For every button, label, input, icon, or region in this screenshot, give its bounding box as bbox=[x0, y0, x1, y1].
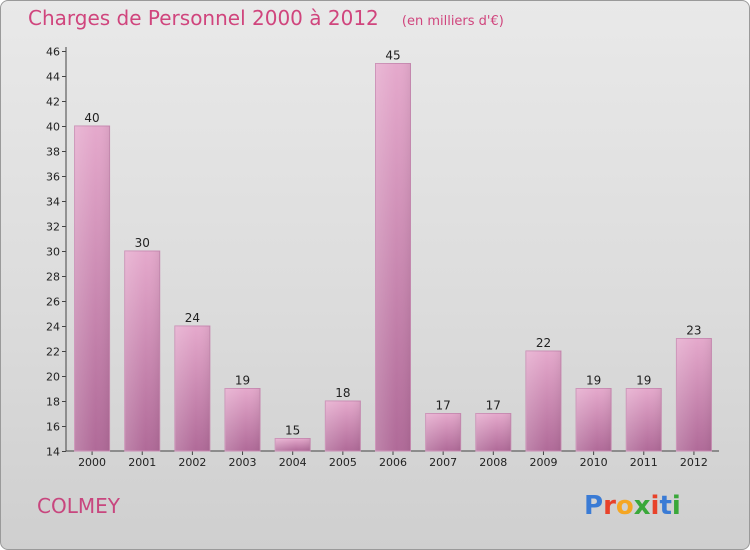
bar-shine bbox=[525, 351, 561, 451]
y-tick-label: 46 bbox=[46, 46, 60, 59]
value-label: 24 bbox=[185, 311, 200, 325]
x-tick-label: 2011 bbox=[630, 456, 658, 469]
bar-shine bbox=[325, 401, 361, 451]
bar-shine bbox=[275, 438, 311, 451]
x-tick-label: 2001 bbox=[128, 456, 156, 469]
x-tick-label: 2007 bbox=[429, 456, 457, 469]
y-tick-label: 22 bbox=[46, 346, 60, 359]
y-tick-label: 38 bbox=[46, 146, 60, 159]
x-tick-label: 2000 bbox=[78, 456, 106, 469]
value-label: 23 bbox=[686, 324, 701, 338]
logo-letter: i bbox=[671, 491, 681, 521]
y-tick-label: 30 bbox=[46, 246, 60, 259]
x-tick-label: 2006 bbox=[379, 456, 407, 469]
bar-shine bbox=[576, 388, 612, 451]
chart-title: Charges de Personnel 2000 à 2012 bbox=[28, 6, 379, 30]
value-labels: 40 30 24 19 15 18 45 17 17 22 19 19 23 bbox=[84, 49, 701, 438]
y-tick-label: 16 bbox=[46, 421, 60, 434]
value-label: 45 bbox=[385, 49, 400, 63]
chart-unit: (en milliers d'€) bbox=[401, 14, 504, 29]
value-label: 18 bbox=[335, 386, 350, 400]
y-tick-label: 42 bbox=[46, 96, 60, 109]
proxiti-logo: Proxiti bbox=[584, 491, 681, 521]
x-tick-label: 2008 bbox=[479, 456, 507, 469]
bar-shine bbox=[676, 338, 712, 451]
value-label: 30 bbox=[135, 236, 150, 250]
bars bbox=[74, 63, 712, 452]
x-tick-label: 2003 bbox=[229, 456, 257, 469]
y-tick-label: 28 bbox=[46, 271, 60, 284]
x-tick-label: 2004 bbox=[279, 456, 307, 469]
value-label: 17 bbox=[486, 399, 501, 413]
logo-letter: o bbox=[615, 491, 634, 521]
logo-letter: i bbox=[650, 491, 660, 521]
value-label: 17 bbox=[436, 399, 451, 413]
value-label: 40 bbox=[84, 111, 99, 125]
logo-letter: x bbox=[633, 491, 651, 521]
logo-letter: t bbox=[659, 491, 672, 521]
axes: 14 16 18 20 22 24 26 28 30 32 34 36 38 40 42 44 46 2000 20… bbox=[46, 46, 719, 469]
bar-shine bbox=[425, 413, 461, 451]
x-tick-label: 2010 bbox=[580, 456, 608, 469]
value-label: 19 bbox=[636, 374, 651, 388]
logo-letter: r bbox=[603, 491, 616, 521]
y-tick-label: 32 bbox=[46, 221, 60, 234]
bar-shine bbox=[74, 126, 110, 451]
y-tick-label: 34 bbox=[46, 196, 60, 209]
y-tick-label: 14 bbox=[46, 446, 60, 459]
value-label: 19 bbox=[586, 374, 601, 388]
value-label: 15 bbox=[285, 424, 300, 438]
bar-shine bbox=[174, 326, 210, 451]
value-label: 22 bbox=[536, 336, 551, 350]
y-tick-label: 36 bbox=[46, 171, 60, 184]
bar-shine bbox=[225, 388, 261, 451]
x-tick-label: 2002 bbox=[178, 456, 206, 469]
commune-name: COLMEY bbox=[37, 494, 120, 518]
y-tick-label: 20 bbox=[46, 371, 60, 384]
y-tick-label: 18 bbox=[46, 396, 60, 409]
bar-shine bbox=[626, 388, 662, 451]
bar-shine bbox=[375, 63, 411, 451]
y-tick-label: 26 bbox=[46, 296, 60, 309]
bar-shine bbox=[124, 251, 160, 451]
logo-letter: P bbox=[584, 491, 604, 521]
x-tick-label: 2005 bbox=[329, 456, 357, 469]
x-tick-label: 2009 bbox=[529, 456, 557, 469]
title-row: Charges de Personnel 2000 à 2012 (en mil… bbox=[28, 6, 504, 30]
y-tick-label: 44 bbox=[46, 71, 60, 84]
value-label: 19 bbox=[235, 374, 250, 388]
y-tick-label: 40 bbox=[46, 121, 60, 134]
x-tick-label: 2012 bbox=[680, 456, 708, 469]
bar-shine bbox=[475, 413, 511, 451]
y-tick-label: 24 bbox=[46, 321, 60, 334]
